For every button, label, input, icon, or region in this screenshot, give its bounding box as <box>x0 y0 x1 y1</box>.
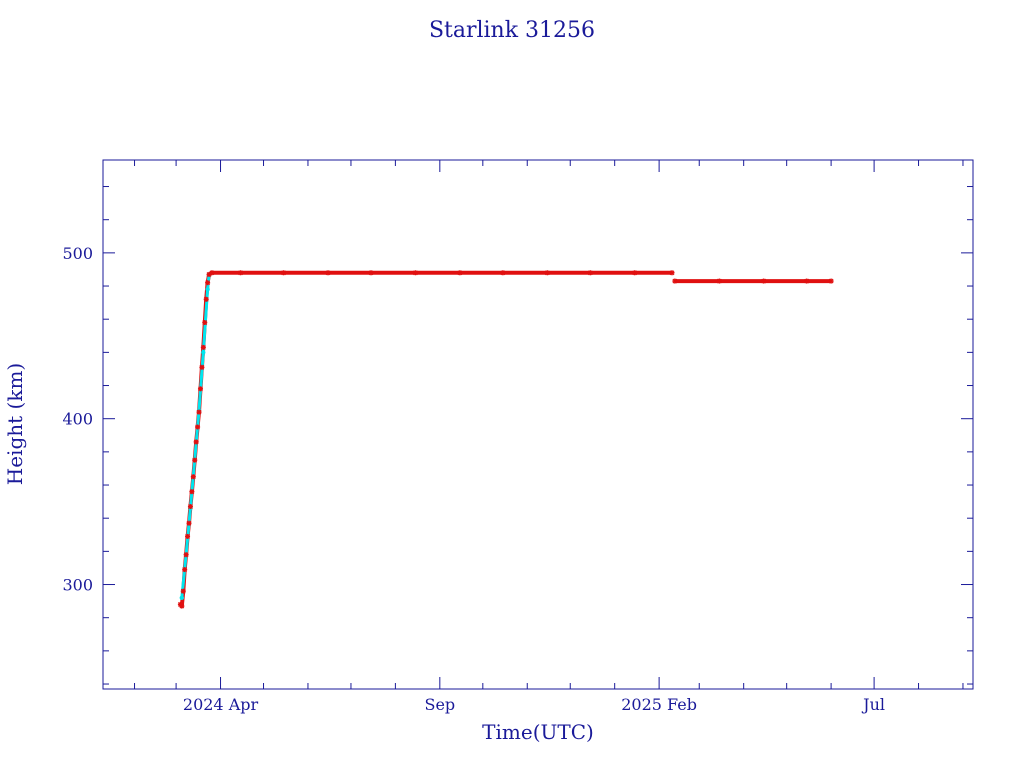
observed-point-stroke <box>179 603 185 609</box>
observed-point-stroke <box>457 270 463 276</box>
observed-point <box>457 270 463 276</box>
observed-point-stroke <box>325 270 331 276</box>
observed-point <box>325 270 331 276</box>
observed-point <box>669 270 675 276</box>
observed-point-stroke <box>183 552 189 558</box>
observed-point-stroke <box>804 278 810 284</box>
observed-point-stroke <box>192 457 198 463</box>
observed-point <box>544 270 550 276</box>
observed-point-stroke <box>281 270 287 276</box>
observed-point <box>281 270 287 276</box>
observed-point <box>632 270 638 276</box>
observed-point-stroke <box>205 280 211 286</box>
observed-point-stroke <box>186 520 192 526</box>
observed-height-band <box>178 270 672 609</box>
observed-point <box>203 296 209 302</box>
observed-point-stroke <box>203 296 209 302</box>
observed-point-stroke <box>209 270 215 276</box>
observed-point <box>672 278 678 284</box>
observed-point-stroke <box>238 270 244 276</box>
x-tick-label: Sep <box>424 695 455 714</box>
observed-point <box>716 278 722 284</box>
observed-point-stroke <box>199 364 205 370</box>
fit-point <box>179 595 184 600</box>
observed-point <box>185 533 191 539</box>
observed-point <box>205 280 211 286</box>
observed-point-stroke <box>716 278 722 284</box>
observed-point-stroke <box>190 474 196 480</box>
ticks: 300 400 500 2024 Apr Sep 2025 Feb Jul <box>62 160 973 714</box>
observed-point <box>179 603 185 609</box>
y-tick-label: 500 <box>62 244 93 263</box>
y-axis-label: Height (km) <box>3 363 27 485</box>
observed-point <box>192 457 198 463</box>
observed-point <box>238 270 244 276</box>
observed-point <box>183 552 189 558</box>
y-tick-label: 300 <box>62 576 93 595</box>
observed-point <box>196 409 202 415</box>
fit-point <box>201 350 206 355</box>
observed-point-stroke <box>182 567 188 573</box>
observed-point-stroke <box>669 270 675 276</box>
observed-point-stroke <box>196 409 202 415</box>
observed-point <box>202 320 208 326</box>
observed-point-stroke <box>672 278 678 284</box>
observed-point-stroke <box>632 270 638 276</box>
observed-point <box>587 270 593 276</box>
x-tick-label: 2025 Feb <box>621 695 697 714</box>
observed-point-stroke <box>195 424 201 430</box>
observed-point-stroke <box>413 270 418 276</box>
observed-point <box>200 344 206 350</box>
observed-point-stroke <box>761 278 767 284</box>
observed-point-stroke <box>193 439 199 445</box>
observed-point <box>368 270 374 276</box>
observed-point <box>804 278 810 284</box>
observed-point <box>182 567 188 573</box>
observed-point-stroke <box>368 270 374 276</box>
fit-point <box>205 287 210 292</box>
observed-point <box>209 270 215 276</box>
observed-point-stroke <box>198 386 203 392</box>
observed-point <box>500 270 506 276</box>
x-tick-label: 2024 Apr <box>183 695 259 714</box>
observed-point-stroke <box>587 270 593 276</box>
observed-point-stroke <box>500 270 506 276</box>
observed-point <box>761 278 767 284</box>
plot-frame <box>102 159 974 690</box>
observed-point-stroke <box>180 588 186 594</box>
observed-point-stroke <box>200 344 206 350</box>
series-layer <box>177 270 834 609</box>
observed-point <box>186 520 192 526</box>
observed-point-stroke <box>188 504 193 510</box>
observed-point-stroke <box>544 270 550 276</box>
observed-point-stroke <box>185 534 190 539</box>
observed-point <box>190 474 196 480</box>
x-axis-label: Time(UTC) <box>482 720 594 744</box>
observed-point <box>180 588 186 594</box>
observed-point-stroke <box>828 278 834 284</box>
observed-point <box>187 504 193 510</box>
observed-point <box>197 386 203 392</box>
observed-point <box>199 364 205 370</box>
observed-point <box>189 489 195 495</box>
observed-point-stroke <box>202 320 208 325</box>
observed-point <box>195 424 201 430</box>
observed-point-stroke <box>189 489 195 495</box>
y-tick-label: 400 <box>62 410 93 429</box>
x-tick-label: Jul <box>861 695 885 714</box>
chart-title: Starlink 31256 <box>429 18 595 43</box>
observed-point <box>412 270 418 276</box>
observed-point <box>828 278 834 284</box>
observed-point <box>193 439 199 445</box>
